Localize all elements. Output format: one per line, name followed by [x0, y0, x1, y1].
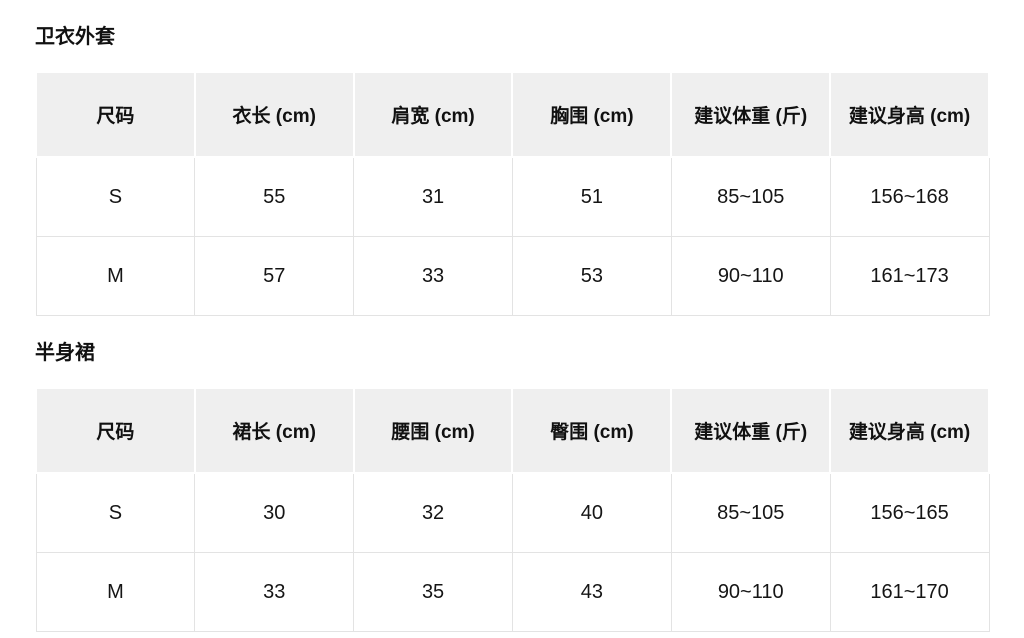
header-cell: 胸围 (cm) — [511, 71, 673, 158]
header-cell: 建议体重 (斤) — [670, 387, 832, 474]
header-cell: 衣长 (cm) — [193, 71, 355, 158]
table-cell: 30 — [194, 472, 355, 553]
header-cell: 建议身高 (cm) — [829, 71, 990, 158]
section-title-skirt: 半身裙 — [35, 342, 95, 364]
table-cell: 161~170 — [829, 552, 990, 632]
size-table-skirt: 尺码 裙长 (cm) 腰围 (cm) 臀围 (cm) 建议体重 (斤) 建议身高 (cm)… — [35, 387, 990, 632]
table-cell: M — [35, 552, 196, 632]
table-row: S 30 32 40 85~105 156~165 — [35, 472, 990, 553]
table-cell: 90~110 — [670, 552, 831, 632]
table-cell: 90~110 — [670, 236, 831, 316]
table-row: S 55 31 51 85~105 156~168 — [35, 156, 990, 237]
header-cell: 建议体重 (斤) — [670, 71, 832, 158]
table-cell: 43 — [511, 552, 672, 632]
table-cell: 55 — [194, 156, 355, 237]
table-cell: 85~105 — [670, 472, 831, 553]
table-cell: S — [35, 156, 196, 237]
table-cell: S — [35, 472, 196, 553]
table-cell: 35 — [353, 552, 513, 632]
table-cell: 57 — [194, 236, 355, 316]
table-cell: 33 — [194, 552, 355, 632]
table-cell: 53 — [511, 236, 672, 316]
table-cell: 85~105 — [670, 156, 831, 237]
size-table-hoodie: 尺码 衣长 (cm) 肩宽 (cm) 胸围 (cm) 建议体重 (斤) 建议身高 (cm)… — [35, 71, 990, 316]
table-header-row: 尺码 裙长 (cm) 腰围 (cm) 臀围 (cm) 建议体重 (斤) 建议身高 (cm) — [35, 387, 990, 474]
table-header-row: 尺码 衣长 (cm) 肩宽 (cm) 胸围 (cm) 建议体重 (斤) 建议身高 (cm) — [35, 71, 990, 158]
table-cell: 51 — [511, 156, 672, 237]
header-cell: 尺码 — [35, 71, 196, 158]
table-cell: 32 — [353, 472, 513, 553]
header-cell: 裙长 (cm) — [193, 387, 355, 474]
header-cell: 腰围 (cm) — [352, 387, 514, 474]
table-cell: 156~168 — [829, 156, 990, 237]
header-cell: 肩宽 (cm) — [352, 71, 514, 158]
table-row: M 33 35 43 90~110 161~170 — [35, 552, 990, 632]
table-cell: 33 — [353, 236, 513, 316]
header-cell: 臀围 (cm) — [511, 387, 673, 474]
header-cell: 尺码 — [35, 387, 196, 474]
table-cell: 31 — [353, 156, 513, 237]
table-row: M 57 33 53 90~110 161~173 — [35, 236, 990, 316]
table-cell: 40 — [511, 472, 672, 553]
table-cell: 161~173 — [829, 236, 990, 316]
header-cell: 建议身高 (cm) — [829, 387, 990, 474]
section-title-hoodie: 卫衣外套 — [35, 26, 115, 48]
table-cell: M — [35, 236, 196, 316]
table-cell: 156~165 — [829, 472, 990, 553]
